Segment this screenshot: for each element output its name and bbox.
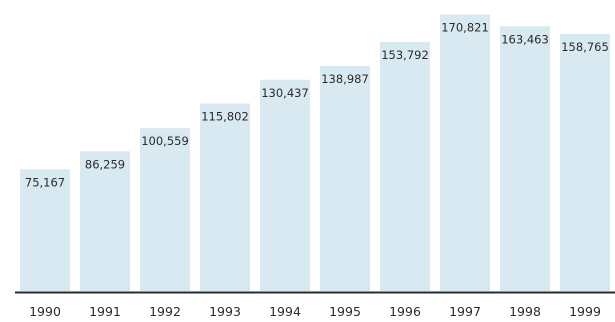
value-label-1992: 100,559 bbox=[141, 134, 189, 148]
bar-1996 bbox=[380, 41, 430, 292]
value-labels-group: 75,167 86,259 100,559 115,802 130,437 138,987… bbox=[25, 20, 609, 189]
value-label-1997: 170,821 bbox=[441, 20, 489, 34]
value-label-1998: 163,463 bbox=[501, 32, 549, 46]
bar-1999 bbox=[560, 33, 610, 292]
x-tick-label-1995: 1995 bbox=[329, 304, 361, 319]
value-label-1990: 75,167 bbox=[25, 175, 65, 189]
x-tick-label-1993: 1993 bbox=[209, 304, 241, 319]
value-label-1993: 115,802 bbox=[201, 109, 249, 123]
x-tick-label-1998: 1998 bbox=[509, 304, 541, 319]
bar-1995 bbox=[320, 65, 370, 291]
value-label-1999: 158,765 bbox=[561, 40, 609, 54]
x-tick-labels-group: 1990 1991 1992 1993 1994 1995 1996 1997 1998 1999 bbox=[29, 304, 601, 319]
bar-1990 bbox=[20, 169, 70, 291]
bar-1993 bbox=[200, 103, 250, 291]
bar-1998 bbox=[500, 26, 550, 292]
value-label-1996: 153,792 bbox=[381, 48, 429, 62]
x-tick-label-1997: 1997 bbox=[449, 304, 481, 319]
x-tick-label-1990: 1990 bbox=[29, 304, 61, 319]
bar-1992 bbox=[140, 128, 190, 291]
bar-1991 bbox=[80, 151, 130, 291]
x-tick-label-1992: 1992 bbox=[149, 304, 181, 319]
bars-group bbox=[20, 14, 610, 292]
bar-1997 bbox=[440, 14, 490, 292]
x-tick-label-1996: 1996 bbox=[389, 304, 421, 319]
x-tick-label-1994: 1994 bbox=[269, 304, 301, 319]
bar-1994 bbox=[260, 79, 310, 291]
value-label-1991: 86,259 bbox=[85, 157, 125, 171]
value-label-1995: 138,987 bbox=[321, 72, 369, 86]
value-label-1994: 130,437 bbox=[261, 86, 309, 100]
x-tick-label-1999: 1999 bbox=[569, 304, 601, 319]
x-tick-label-1991: 1991 bbox=[89, 304, 121, 319]
